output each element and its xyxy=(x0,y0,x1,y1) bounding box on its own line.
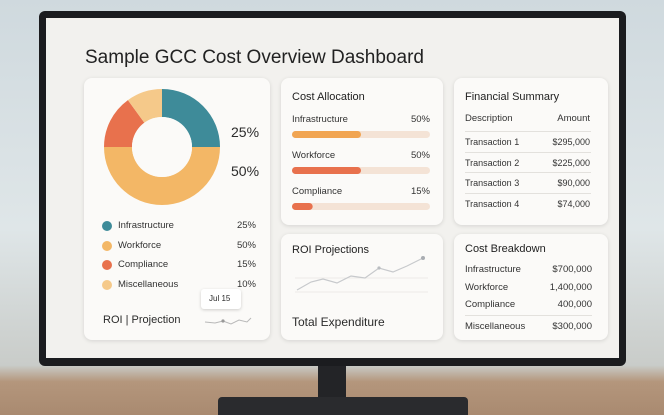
roi-line xyxy=(296,257,424,291)
legend-label: Compliance xyxy=(118,259,169,270)
cell: Transaction 4 xyxy=(465,199,520,210)
legend-swatch xyxy=(102,279,112,290)
breakdown-card xyxy=(454,234,608,340)
cell: Infrastructure xyxy=(465,264,521,275)
legend-label: Miscellaneous xyxy=(118,278,179,290)
column-header: Description xyxy=(465,113,513,124)
dashboard-title: Sample GCC Cost Overview Dashboard xyxy=(85,47,424,68)
legend-value: 10% xyxy=(236,278,256,290)
summary-card xyxy=(454,78,608,225)
cell: Transaction 2 xyxy=(465,157,520,168)
cell: 1,400,000 xyxy=(549,282,592,293)
roi-dot xyxy=(421,256,425,260)
cell: $700,000 xyxy=(552,264,592,275)
card-title: Cost Breakdown xyxy=(465,243,546,255)
card-title: ROI Projections xyxy=(292,244,370,256)
column-header: Amount xyxy=(557,113,590,124)
row-separator xyxy=(465,131,591,132)
legend-label: Workforce xyxy=(118,239,162,251)
cell: $300,000 xyxy=(552,321,592,332)
cell: Workforce xyxy=(465,282,509,293)
bar-label: Compliance xyxy=(292,186,343,197)
roi-footer: Total Expenditure xyxy=(292,315,385,329)
donut-segment xyxy=(127,89,162,123)
legend-value: 50% xyxy=(236,239,256,251)
cell: Transaction 1 xyxy=(465,137,520,147)
roi-card xyxy=(281,234,443,340)
row-separator xyxy=(465,151,591,153)
roi-line-chart xyxy=(295,256,428,293)
tooltip xyxy=(201,289,241,309)
tooltip-text: Jul 15 xyxy=(209,294,231,303)
bar-value: 50% xyxy=(410,150,430,161)
cell: $225,000 xyxy=(552,157,590,168)
legend-label: Infrastructure xyxy=(118,220,174,231)
legend-swatch xyxy=(102,221,112,231)
donut-label: 50% xyxy=(231,163,260,179)
monitor-base xyxy=(218,397,468,415)
cell: $295,000 xyxy=(552,137,590,147)
legend-value: 15% xyxy=(236,259,256,270)
sparkline xyxy=(204,317,252,325)
cell: Compliance xyxy=(465,299,516,310)
card-title: Financial Summary xyxy=(465,91,560,103)
bar-value: 50% xyxy=(410,114,430,125)
card-title: Cost Allocation xyxy=(292,91,365,103)
row-separator xyxy=(465,172,591,174)
cell: Transaction 3 xyxy=(465,178,520,189)
donut-segment xyxy=(162,89,220,147)
bar-value: 15% xyxy=(410,186,430,197)
donut-segment xyxy=(104,147,220,205)
donut-segment xyxy=(104,100,145,147)
cell: $74,000 xyxy=(557,199,590,210)
sparkline-line xyxy=(204,317,252,325)
allocation-card xyxy=(281,78,443,225)
bar-label: Infrastructure xyxy=(292,114,348,125)
roi-dot xyxy=(377,266,381,270)
legend-swatch xyxy=(102,240,112,251)
legend-swatch xyxy=(102,260,112,270)
donut-chart xyxy=(104,89,220,205)
donut-hole xyxy=(132,117,192,177)
roi-label: ROI | Projection xyxy=(103,314,181,326)
legend-value: 25% xyxy=(236,220,256,231)
row-separator xyxy=(465,193,591,195)
donut-label: 25% xyxy=(231,124,260,140)
sparkline-dot xyxy=(221,319,225,323)
cell: 400,000 xyxy=(557,299,592,310)
cell: $90,000 xyxy=(557,178,590,189)
row-separator xyxy=(465,315,592,316)
bar-label: Workforce xyxy=(292,150,336,161)
monitor-neck xyxy=(318,366,346,400)
cell: Miscellaneous xyxy=(465,321,526,332)
